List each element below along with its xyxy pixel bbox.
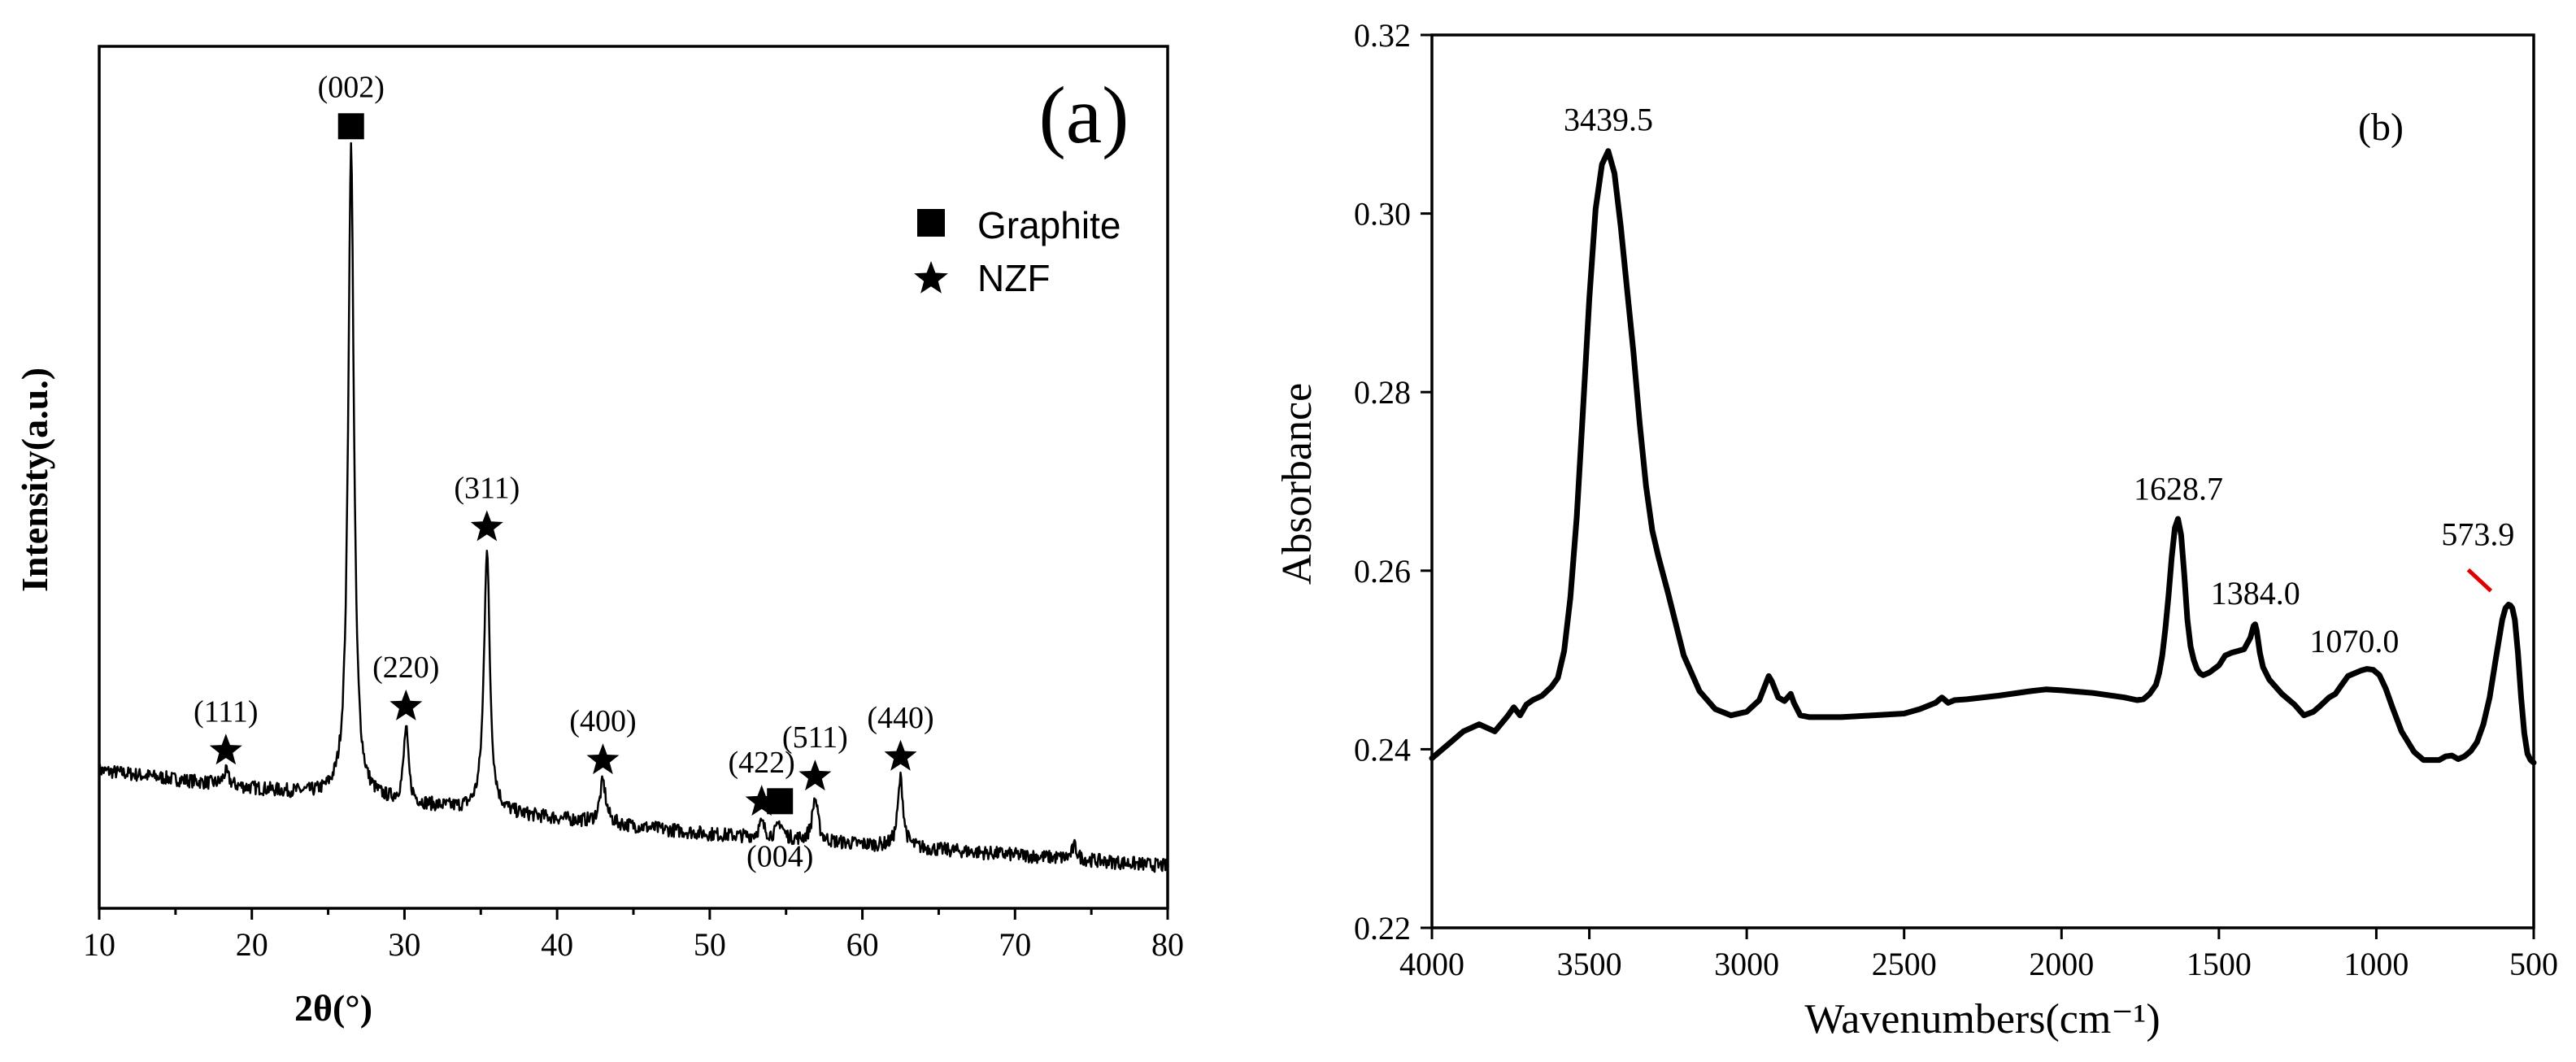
ftir-x-tick-label: 2500: [1872, 946, 1937, 982]
ftir-ticks: [1421, 33, 2535, 939]
xrd-peak-label: (400): [569, 704, 636, 738]
xrd-x-tick-label: 50: [694, 926, 726, 963]
ftir-peak-label: 1384.0: [2211, 575, 2300, 612]
ftir-x-tick-label: 1000: [2343, 946, 2408, 982]
nzf-star-marker: [586, 743, 620, 775]
ftir-x-tick-label: 4000: [1399, 946, 1464, 982]
nzf-star-marker: [209, 733, 242, 765]
xrd-panel-label: (a): [1039, 70, 1129, 160]
ftir-peak-label: 1070.0: [2309, 623, 2399, 659]
graphite-square-marker: [767, 788, 794, 815]
xrd-peak-label: (311): [454, 471, 520, 505]
ftir-peak-label: 3439.5: [1564, 101, 1653, 137]
xrd-peak-label: (440): [867, 701, 933, 735]
xrd-x-tick-label: 80: [1151, 926, 1184, 963]
nzf-star-marker: [470, 510, 503, 542]
ftir-x-tick-label: 2000: [2029, 946, 2094, 982]
ftir-panel: 4000 3500 3000 2500 2000 1500 1000 500 0.22 0.24…: [1274, 17, 2558, 1042]
xrd-series: [98, 141, 1168, 873]
xrd-x-tick-label: 10: [83, 926, 115, 963]
ftir-series: [1429, 148, 2537, 766]
legend-square-marker: [917, 209, 945, 237]
ftir-peak-label: 573.9: [2441, 516, 2514, 553]
xrd-x-tick-label: 20: [236, 926, 268, 963]
ftir-y-tick-label: 0.30: [1354, 196, 1411, 233]
nzf-star-marker: [798, 760, 832, 791]
xrd-x-tick-label: 30: [388, 926, 420, 963]
xrd-x-tick-label: 60: [846, 926, 879, 963]
ftir-panel-label: (b): [2358, 106, 2404, 149]
legend-graphite-label: Graphite: [977, 204, 1120, 246]
ftir-y-axis-label: Absorbance: [1274, 383, 1321, 585]
graphite-square-marker: [337, 113, 364, 140]
xrd-y-axis-label: Intensity(a.u.): [14, 368, 55, 592]
xrd-panel: 10 20 30 40 50 60 70 80 (111) (002) (220) (311) (40…: [14, 45, 1184, 1029]
ftir-x-tick-label: 3000: [1714, 946, 1779, 982]
ftir-x-tick-label: 1500: [2187, 946, 2252, 982]
ftir-y-tick-label: 0.28: [1354, 374, 1411, 411]
legend-star-marker: [914, 261, 948, 294]
ftir-y-tick-labels: 0.22 0.24 0.26 0.28 0.30 0.32: [1354, 17, 1411, 947]
nzf-star-marker: [884, 739, 917, 771]
xrd-peak-label: (004): [746, 839, 813, 873]
ftir-y-tick-label: 0.22: [1354, 910, 1411, 947]
ftir-plot-frame: [1430, 33, 2535, 929]
peak-leader-line: [2466, 568, 2493, 593]
ftir-x-tick-label: 3500: [1557, 946, 1622, 982]
xrd-pattern-line: [98, 141, 1168, 873]
ftir-spectrum-line: [1429, 148, 2537, 766]
xrd-peak-label: (002): [318, 70, 385, 104]
ftir-y-tick-label: 0.26: [1354, 553, 1411, 590]
xrd-x-tick-labels: 10 20 30 40 50 60 70 80: [83, 926, 1184, 963]
nzf-star-marker: [745, 785, 778, 816]
xrd-legend: Graphite NZF: [914, 204, 1120, 299]
nzf-star-marker: [389, 689, 423, 720]
xrd-peak-label: (511): [782, 720, 848, 755]
xrd-annotations: (111) (002) (220) (311) (400) (422) (004) (511)…: [194, 70, 934, 873]
xrd-x-tick-label: 70: [999, 926, 1031, 963]
ftir-y-tick-label: 0.32: [1354, 17, 1411, 54]
xrd-plot-frame: [98, 45, 1169, 910]
xrd-x-axis-label: 2θ(°): [294, 987, 372, 1029]
ftir-peak-label: 1628.7: [2134, 471, 2223, 507]
xrd-peak-label: (422): [729, 746, 795, 780]
ftir-x-tick-labels: 4000 3500 3000 2500 2000 1500 1000 500: [1399, 946, 2558, 982]
xrd-peak-label: (220): [372, 651, 439, 685]
legend-nzf-label: NZF: [977, 257, 1050, 299]
xrd-x-tick-label: 40: [541, 926, 573, 963]
xrd-peak-label: (111): [194, 694, 259, 729]
ftir-y-tick-label: 0.24: [1354, 731, 1411, 768]
ftir-x-tick-label: 500: [2509, 946, 2558, 982]
ftir-x-axis-label: Wavenumbers(cm⁻¹): [1804, 996, 2160, 1042]
